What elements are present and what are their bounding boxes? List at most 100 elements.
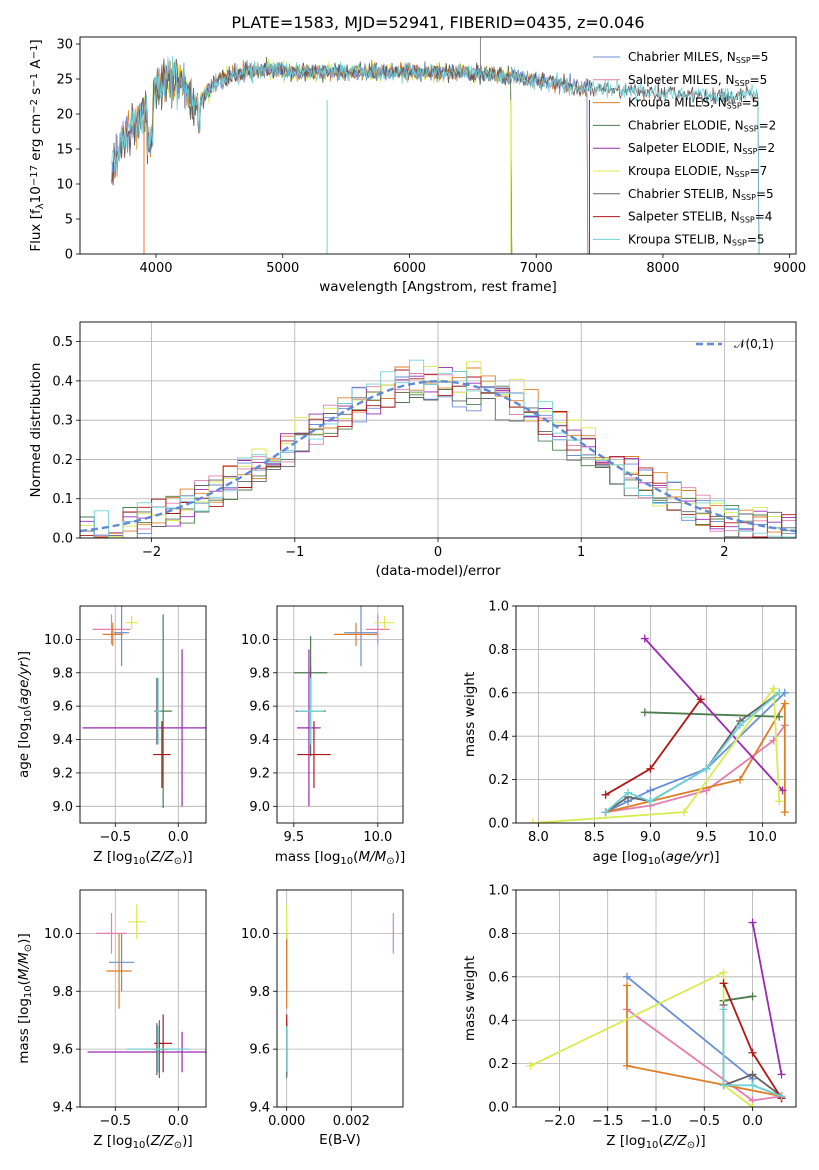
- spectrum-line: [111, 59, 589, 254]
- legend-entry: Kroupa MILES, NSSP=5: [628, 96, 759, 111]
- y-tick-label: 0.3: [52, 414, 73, 429]
- axes-frame: [79, 889, 207, 1108]
- y-tick-label: 5: [65, 213, 73, 228]
- errorbar-point: [87, 1031, 206, 1073]
- y-tick-label: 9.4: [52, 733, 73, 748]
- weight-marker: [769, 684, 778, 693]
- x-tick-label: 9000: [773, 261, 806, 276]
- x-tick-label: 8000: [646, 261, 679, 276]
- axes-frame: [79, 321, 797, 539]
- x-tick-label: 9.5: [283, 830, 304, 845]
- y-axis-label: mass weight: [462, 672, 478, 757]
- y-tick-label: 0.4: [488, 730, 509, 745]
- weight-marker: [777, 1092, 786, 1101]
- axis-label: Z [log10(Z/Z⊙)]: [93, 849, 192, 867]
- chart-title: PLATE=1583, MJD=52941, FIBERID=0435, z=0…: [231, 13, 644, 32]
- weight-line: [532, 685, 781, 823]
- plot-area-spectrum: [111, 37, 760, 254]
- x-tick-label: 0.000: [268, 1114, 305, 1129]
- y-tick-label: 30: [56, 38, 73, 53]
- weight-line: [751, 922, 783, 1075]
- weight-marker: [748, 918, 757, 927]
- weight-marker: [748, 1048, 757, 1057]
- spectrum-line: [143, 57, 513, 254]
- x-tick-label: −1.5: [592, 1114, 624, 1129]
- y-tick-label: 9.4: [52, 1101, 73, 1116]
- weight-marker: [696, 695, 705, 704]
- legend-series-name: Kroupa ELODIE: [628, 164, 718, 178]
- axes-frame: [276, 605, 404, 824]
- legend-entry: Chabrier STELIB, NSSP=5: [628, 187, 774, 202]
- y-tick-label: 9.6: [52, 1043, 73, 1058]
- weight-marker: [646, 786, 655, 795]
- errorbar-point: [374, 616, 395, 630]
- errorbar-point: [334, 622, 378, 647]
- axis-label: age [log10(age/yr)]: [16, 651, 34, 778]
- weight-marker: [719, 979, 728, 988]
- legend-entry: Chabrier MILES, NSSP=5: [628, 50, 768, 65]
- x-tick-label: 1: [577, 545, 585, 560]
- errorbar-point: [96, 913, 127, 954]
- y-tick-label: 15: [56, 143, 73, 158]
- x-tick-label: 7000: [520, 261, 553, 276]
- y-tick-label: 9.8: [249, 666, 270, 681]
- plot-area-mass-vs-EBV: [286, 904, 394, 1079]
- y-tick-label: 9.2: [249, 766, 270, 781]
- weight-line: [530, 971, 754, 1107]
- legend-entry: Salpeter ELODIE, NSSP=2: [628, 141, 775, 156]
- plot-area-weight-vs-age: [528, 634, 789, 823]
- weight-marker: [778, 786, 787, 795]
- axes-mass-vs-Z: −0.5 0.0 9.4 9.6 9.8 10.0 Z [log10(Z/Z⊙)] mass …: [16, 889, 207, 1151]
- legend-nssp: 5: [766, 187, 774, 201]
- y-tick-label: 0.0: [52, 532, 73, 547]
- y-tick-label: 10.0: [241, 633, 270, 648]
- y-tick-label: 0: [65, 248, 73, 263]
- y-tick-label: 10.0: [44, 927, 73, 942]
- y-tick-label: 10.0: [44, 633, 73, 648]
- y-tick-label: 0.4: [488, 1014, 509, 1029]
- weight-marker: [736, 721, 744, 730]
- weight-marker: [601, 790, 610, 799]
- x-tick-label: 9.5: [696, 830, 717, 845]
- y-tick-label: 0.2: [488, 1057, 509, 1072]
- errorbar-point: [92, 614, 131, 645]
- legend-series-name: Kroupa STELIB: [628, 232, 715, 246]
- normal-curve: [80, 380, 796, 533]
- x-tick-label: 8.0: [528, 830, 549, 845]
- errorbar-point: [125, 616, 138, 630]
- y-tick-label: 1.0: [488, 600, 509, 615]
- y-tick-label: 9.4: [249, 733, 270, 748]
- axis-label: mass [log10(M/M⊙)]: [275, 849, 405, 867]
- axes-age-vs-mass: 9.5 10.0 9.0 9.2 9.4 9.6 9.8 10.0 mass [log10(M/…: [241, 605, 405, 867]
- axes-age-vs-Z: −0.5 0.0 9.0 9.2 9.4 9.6 9.8 10.0 Z [log10(Z/Z⊙)…: [16, 605, 207, 867]
- weight-marker: [777, 1070, 786, 1079]
- axis-label: age [log10(age/yr)]: [592, 849, 719, 867]
- weight-marker: [624, 788, 632, 797]
- axes-frame: [515, 605, 797, 824]
- y-tick-label: 20: [56, 108, 73, 123]
- y-tick-label: 0.1: [52, 492, 73, 507]
- y-tick-label: 9.8: [52, 666, 73, 681]
- plot-area-age-vs-Z: [82, 606, 206, 808]
- weight-marker: [646, 797, 655, 806]
- legend-nssp: 4: [765, 210, 773, 224]
- x-axis-label: wavelength [Angstrom, rest frame]: [319, 279, 557, 295]
- errorbar-point: [82, 649, 206, 807]
- y-tick-label: 10.0: [241, 927, 270, 942]
- plot-area-age-vs-mass: [293, 606, 395, 807]
- x-tick-label: −0.5: [99, 830, 131, 845]
- y-tick-label: 0.0: [488, 817, 509, 832]
- legend-entry: Kroupa ELODIE, NSSP=7: [628, 164, 767, 179]
- spectrum-line: [143, 57, 513, 254]
- weight-marker: [646, 764, 655, 773]
- y-tick-label: 9.4: [249, 1101, 270, 1116]
- y-tick-label: 25: [56, 73, 73, 88]
- legend-nssp: 5: [757, 232, 765, 246]
- weight-marker: [748, 1070, 757, 1079]
- y-tick-label: 0.8: [488, 643, 509, 658]
- errorbar-point: [126, 1025, 190, 1073]
- weight-marker: [748, 1103, 757, 1107]
- legend-nssp: 2: [767, 141, 775, 155]
- y-axis-label: Normed distribution: [28, 363, 44, 498]
